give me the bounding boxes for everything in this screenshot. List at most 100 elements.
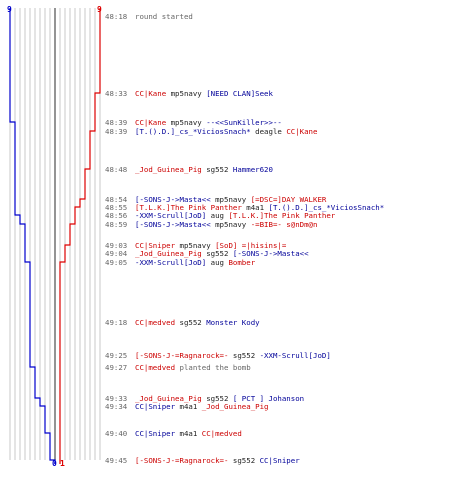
player-name: [T.L.K.]The Pink Panther [228,211,336,220]
player-name: [-SONS-J->Masta<< [135,195,211,204]
log-entry: 49:45 [-SONS-J-=Ragnarock=- sg552 CC|Snip… [105,456,300,465]
weapon-name: aug [206,211,229,220]
weapon-name: m4a1 [175,429,202,438]
event-text: round started [135,12,193,21]
player-name: CC|Kane [135,118,167,127]
timestamp: 49:40 [105,429,128,438]
weapon-name: sg552 [201,394,233,403]
timestamp: 49:34 [105,402,128,411]
red-end-score: 1 [60,459,65,468]
weapon-name: mp5navy [210,195,251,204]
weapon-name: aug [206,258,229,267]
blue-end-score: 0 [52,459,57,468]
player-name: [-SONS-J->Masta<< [135,220,211,229]
player-name: [-SONS-J->Masta<< [232,249,309,258]
weapon-name: mp5navy [166,89,207,98]
player-name: [NEED CLAN]Seek [206,89,273,98]
blue-team-line [9,8,56,464]
timestamp: 48:39 [105,127,128,136]
log-entry: 48:39 CC|Kane mp5navy --<<SunKiller>>-- [105,118,282,127]
weapon-name: sg552 [228,456,260,465]
timestamp: 49:18 [105,318,128,327]
weapon-name: sg552 [201,249,233,258]
timestamp: 48:33 [105,89,128,98]
log-entry: 48:56 -XXM-Scrull[JoD] aug [T.L.K.]The Pi… [105,211,335,220]
timestamp: 48:48 [105,165,128,174]
timestamp: 49:45 [105,456,128,465]
player-name: -XXM-Scrull[JoD] [259,351,331,360]
red-start-score: 9 [97,5,102,14]
log-entry: 49:05 -XXM-Scrull[JoD] aug Bomber [105,258,255,267]
log-entry: 48:33 CC|Kane mp5navy [NEED CLAN]Seek [105,89,273,98]
log-entry: 49:04 _Jod_Guinea_Pig sg552 [-SONS-J->Mas… [105,249,309,258]
log-entry: 49:40 CC|Sniper m4a1 CC|medved [105,429,242,438]
player-name: -XXM-Scrull[JoD] [135,258,207,267]
player-name: _Jod_Guinea_Pig [201,402,269,411]
player-name: [SoD] =|hisins|= [215,241,287,250]
log-entry: 49:34 CC|Sniper m4a1 _Jod_Guinea_Pig [105,402,269,411]
timestamp: 48:56 [105,211,128,220]
log-entry: 48:59 [-SONS-J->Masta<< mp5navy -=BIB=- s… [105,220,317,229]
weapon-name: deagle [250,127,287,136]
timestamp: 48:55 [105,203,128,212]
player-name: CC|medved [135,363,176,372]
timestamp: 49:33 [105,394,128,403]
timestamp: 49:27 [105,363,128,372]
log-entry: 48:55 [T.L.K.]The Pink Panther m4a1 [T.()… [105,203,384,212]
player-name: [T.().D.]_cs_*ViciosSnach* [268,203,385,212]
weapon-name: m4a1 [175,402,202,411]
timestamp: 48:54 [105,195,128,204]
blue-start-score: 9 [7,5,12,14]
player-name: [-SONS-J-=Ragnarock=- [135,351,229,360]
timestamp: 48:59 [105,220,128,229]
log-entry: 48:39 [T.().D.]_cs_*ViciosSnach* deagle C… [105,127,317,136]
player-name: [-SONS-J-=Ragnarock=- [135,456,229,465]
log-entry: 49:27 CC|medved planted the bomb [105,363,251,372]
player-name: --<<SunKiller>>-- [206,118,282,127]
log-entry: 49:33 _Jod_Guinea_Pig sg552 [ PCT ] Johan… [105,394,304,403]
player-name: CC|Sniper [259,456,300,465]
player-name: [T.L.K.]The Pink Panther [135,203,242,212]
log-entry: 48:48 _Jod_Guinea_Pig sg552 Hammer620 [105,165,273,174]
player-name: Bomber [228,258,256,267]
weapon-name: mp5navy [166,118,207,127]
weapon-name: sg552 [175,318,207,327]
log-entry: 48:18 round started [105,12,193,21]
timestamp: 49:04 [105,249,128,258]
player-name: [T.().D.]_cs_*ViciosSnach* [135,127,251,136]
player-name: _Jod_Guinea_Pig [135,249,202,258]
player-name: [=DSC=]DAY WALKER [250,195,327,204]
player-name: _Jod_Guinea_Pig [135,165,202,174]
timestamp: 49:03 [105,241,128,250]
log-entry: 49:25 [-SONS-J-=Ragnarock=- sg552 -XXM-Sc… [105,351,331,360]
log-entry: 49:03 CC|Sniper mp5navy [SoD] =|hisins|= [105,241,286,250]
player-name: CC|Kane [286,127,318,136]
player-name: CC|Sniper [135,241,176,250]
weapon-name: mp5navy [210,220,251,229]
player-name: CC|Sniper [135,402,176,411]
player-name: Monster Kody [206,318,260,327]
player-name: _Jod_Guinea_Pig [135,394,202,403]
player-name: [ PCT ] Johanson [232,394,305,403]
weapon-name: m4a1 [241,203,269,212]
player-name: CC|medved [201,429,242,438]
player-name: CC|Kane [135,89,167,98]
log-entry: 49:18 CC|medved sg552 Monster Kody [105,318,260,327]
player-name: -=BIB=- s@nDm@n [250,220,318,229]
timestamp: 49:25 [105,351,128,360]
player-count-chart [9,8,101,464]
red-team-line [59,8,101,464]
player-name: -XXM-Scrull[JoD] [135,211,207,220]
timestamp: 48:39 [105,118,128,127]
weapon-name: sg552 [201,165,233,174]
weapon-name: mp5navy [175,241,216,250]
weapon-name: sg552 [228,351,260,360]
player-name: CC|Sniper [135,429,176,438]
player-name: CC|medved [135,318,176,327]
player-name: Hammer620 [232,165,273,174]
timestamp: 48:18 [105,12,128,21]
log-entry: 48:54 [-SONS-J->Masta<< mp5navy [=DSC=]DA… [105,195,326,204]
timestamp: 49:05 [105,258,128,267]
event-text: planted the bomb [175,363,251,372]
